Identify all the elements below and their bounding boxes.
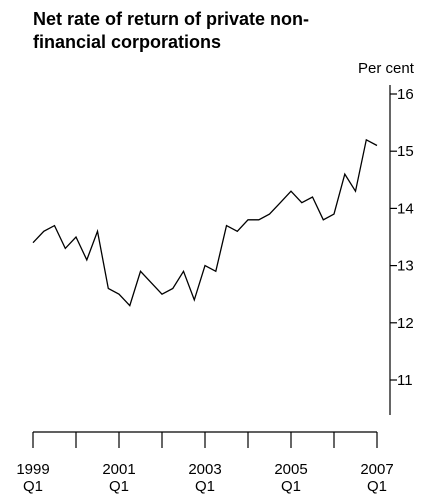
x-tick-label-quarter: Q1 <box>367 478 387 495</box>
x-tick-label-quarter: Q1 <box>281 478 301 495</box>
y-tick-label: 13 <box>397 258 414 275</box>
x-tick-label-quarter: Q1 <box>195 478 215 495</box>
x-tick-label-quarter: Q1 <box>23 478 43 495</box>
y-tick-label: 14 <box>397 200 414 217</box>
y-axis-unit-label: Per cent <box>358 60 414 77</box>
x-tick-label-year: 2003 <box>188 461 221 478</box>
y-tick-label: 16 <box>397 86 414 103</box>
chart-title: Net rate of return of private non-financ… <box>33 9 310 52</box>
y-tick-label: 12 <box>397 315 414 332</box>
x-tick-label-quarter: Q1 <box>109 478 129 495</box>
y-tick-label: 11 <box>397 372 413 389</box>
series-line <box>32 138 378 307</box>
x-tick-label-year: 2001 <box>102 461 135 478</box>
x-tick-label-year: 1999 <box>16 461 49 478</box>
x-tick-label-year: 2007 <box>360 461 393 478</box>
x-tick-label-year: 2005 <box>274 461 307 478</box>
y-tick-label: 15 <box>397 143 414 160</box>
